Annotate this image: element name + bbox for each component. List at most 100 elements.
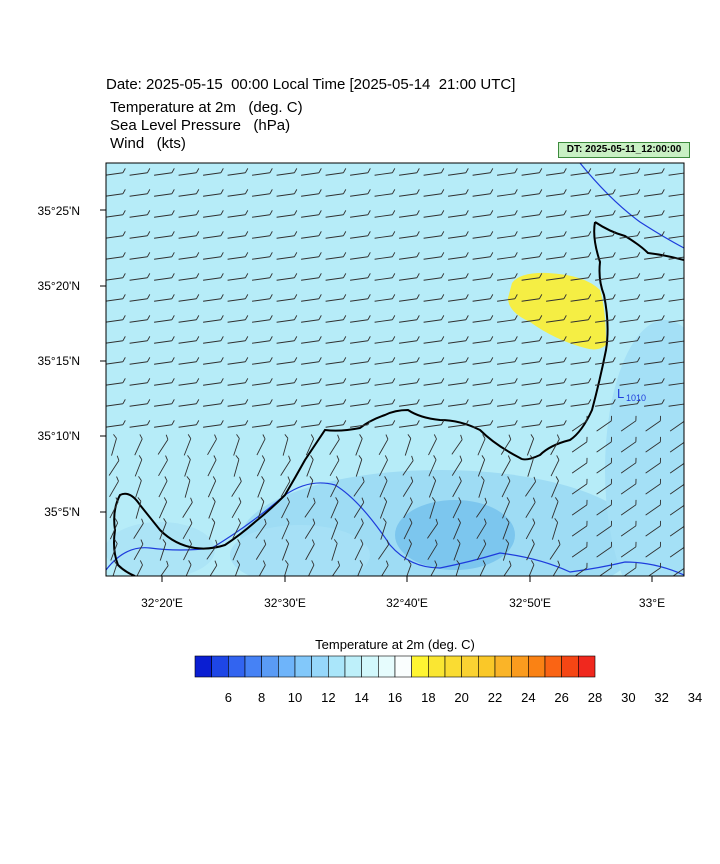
wind-barb [378,539,390,560]
wind-barb [668,193,684,197]
wind-barb [595,273,616,281]
wind-barb [301,420,322,428]
wind-barb [403,518,413,540]
axis-ticks [100,209,653,582]
wind-barb [472,273,494,281]
wind-barb [423,231,445,239]
lon-label: 32°20'E [141,596,183,610]
wind-barb [478,476,485,498]
colorbar-tick-label: 18 [421,690,436,705]
wind-barb [620,415,637,432]
wind-barb [232,518,241,540]
coastline [594,221,684,261]
wind-barb [497,252,518,260]
colorbar-swatch [278,655,296,678]
lat-label: 35°20'N [37,279,80,293]
wind-barb [570,210,592,218]
colorbar-tick-label: 22 [487,690,503,705]
wind-barb [178,378,200,386]
wind-barb [154,315,175,323]
wind-barb [208,497,216,519]
wind-barb [644,168,665,176]
wind-barb [301,210,322,218]
colorbar-tick-label: 34 [687,690,703,705]
wind-barb [158,497,168,519]
wind-barb [203,252,224,260]
wind-barb [595,357,616,365]
wind-barb [203,336,224,344]
wind-barb [448,294,469,302]
wind-barb [106,336,126,344]
wind-barb [521,357,543,365]
colorbar-swatch [561,655,579,678]
wind-barb [546,189,567,197]
wind-barb [129,210,151,218]
wind-barb [350,294,371,302]
colorbar-tick-label: 26 [554,690,569,705]
wind-barb [227,336,249,344]
wind-barb [325,294,347,302]
wind-barb [571,415,588,432]
wind-barb [159,518,167,540]
wind-barb [402,476,414,497]
wind-barb [178,231,200,239]
wind-barb [106,168,126,176]
wind-barb [129,189,151,197]
wind-barb [525,476,537,497]
wind-barb [619,252,641,260]
wind-barb [453,518,461,540]
wind-barb [353,476,365,497]
wind-barb [111,434,117,456]
wind-barb [596,541,612,558]
wind-barb [476,497,488,518]
wind-barb [374,252,396,260]
wind-barb [203,420,224,428]
wind-barb [301,273,322,281]
plot-frame [105,162,685,577]
colorbar-tick-label: 20 [454,690,469,705]
wind-barb [233,455,240,477]
wind-barb [399,294,420,302]
wind-barb [399,273,420,281]
wind-barb [158,476,168,498]
wind-barb [374,273,396,281]
wind-barb [497,189,518,197]
wind-barb [325,399,347,407]
wind-barb [154,210,175,218]
wind-barb [472,399,494,407]
wind-barb [669,546,684,558]
wind-barb [595,399,616,407]
wind-barb [178,210,200,218]
wind-barb [256,455,266,477]
wind-barb [203,168,224,176]
wind-barb [305,434,315,456]
wind-barb [109,518,119,540]
wind-barb [252,231,273,239]
wind-barb [399,252,420,260]
wind-barb [129,420,151,428]
wind-barb [497,231,518,239]
wind-barb [184,476,191,498]
wind-barb [472,357,494,365]
wind-barb [350,252,371,260]
wind-barb [154,273,175,281]
wind-barb [203,399,224,407]
wind-barb [301,315,322,323]
wind-barb [571,562,588,576]
wind-barb [374,168,396,176]
wind-barb [350,420,371,428]
wind-barb [476,518,487,539]
field-pressure: Sea Level Pressure (hPa) [110,117,291,134]
wind-barb [106,420,126,428]
wind-barb [252,273,273,281]
wind-barb [305,539,315,561]
field-wind: Wind (kts) [110,135,186,152]
wind-barb [546,420,567,428]
wind-barb [355,455,363,477]
wind-barb [477,434,486,456]
wind-barb [620,541,637,558]
wind-barb [350,357,371,365]
wind-barb [106,231,126,239]
wind-barb [596,457,612,474]
wind-barb [227,294,249,302]
